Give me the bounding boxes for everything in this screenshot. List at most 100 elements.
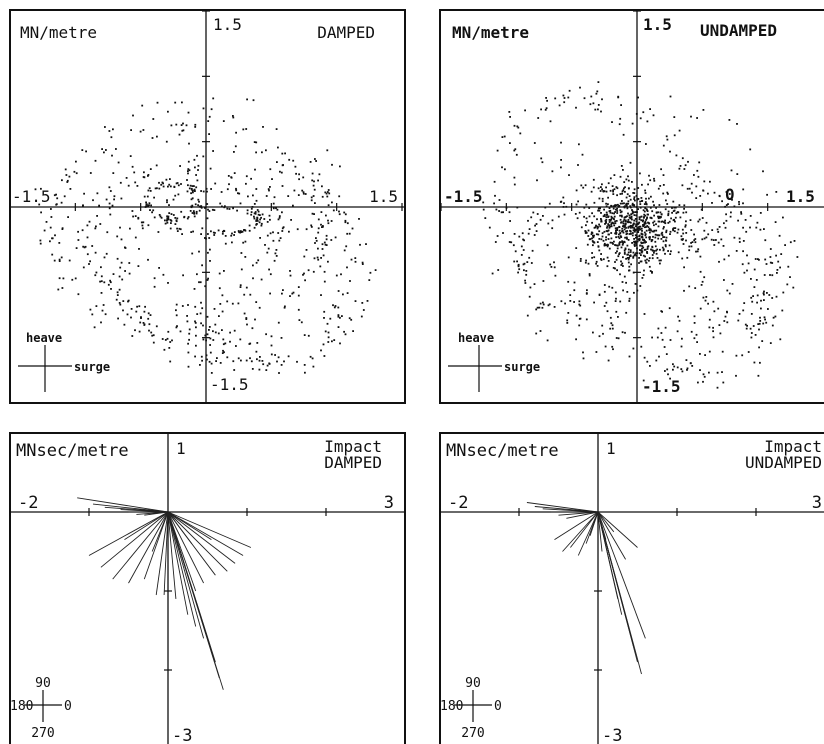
scatter-point [727, 203, 729, 205]
scatter-point [764, 258, 767, 261]
scatter-point [303, 272, 305, 275]
scatter-point [766, 292, 768, 294]
scatter-point [509, 116, 511, 118]
scatter-point [138, 248, 140, 250]
scatter-point [624, 186, 626, 189]
scatter-point [723, 279, 725, 281]
legend-surge-label: surge [74, 360, 110, 374]
scatter-point [320, 223, 322, 226]
scatter-point [586, 289, 588, 292]
scatter-point [207, 208, 209, 211]
scatter-point [526, 314, 529, 317]
scatter-point [618, 253, 620, 256]
scatter-point [611, 185, 614, 187]
scatter-point [618, 205, 620, 207]
x-min-label: -1.5 [12, 187, 51, 206]
scatter-point [758, 258, 760, 261]
scatter-point [611, 345, 614, 348]
scatter-point [615, 310, 618, 313]
scatter-point [66, 181, 69, 183]
scatter-point [646, 251, 648, 253]
scatter-point [627, 251, 630, 254]
scatter-point [187, 111, 190, 114]
scatter-point [146, 195, 149, 198]
scatter-point [223, 230, 226, 232]
scatter-point [337, 326, 340, 328]
impact-ray [167, 511, 189, 615]
impact-ray [143, 511, 169, 580]
scatter-point [224, 235, 227, 237]
scatter-point [715, 239, 717, 241]
scatter-point [61, 179, 63, 182]
scatter-point [701, 217, 704, 219]
scatter-point [136, 185, 139, 187]
scatter-point [649, 108, 651, 110]
scatter-point [245, 318, 248, 320]
scatter-point [750, 332, 753, 334]
scatter-point [292, 159, 295, 162]
scatter-point [105, 252, 108, 255]
scatter-point [135, 310, 138, 313]
scatter-point [666, 203, 669, 205]
scatter-point [92, 199, 94, 202]
scatter-point [612, 348, 614, 351]
scatter-point [202, 155, 205, 158]
scatter-point [605, 205, 608, 208]
scatter-point [261, 213, 264, 216]
scatter-point [644, 192, 647, 194]
scatter-point [234, 145, 237, 148]
scatter-point [660, 216, 662, 218]
scatter-point [642, 379, 645, 382]
scatter-point [266, 364, 269, 367]
scatter-point [566, 322, 569, 324]
scatter-point [615, 204, 618, 207]
scatter-point [205, 339, 207, 342]
scatter-point [677, 228, 680, 231]
scatter-point [609, 211, 612, 214]
scatter-point [40, 187, 42, 190]
scatter-point [317, 258, 320, 261]
scatter-point [645, 236, 648, 239]
scatter-point [346, 232, 349, 235]
scatter-point [331, 340, 333, 343]
scatter-point [639, 200, 641, 203]
scatter-point [796, 256, 799, 258]
x-min-label: -1.5 [444, 187, 483, 206]
impact-ray [167, 511, 177, 599]
scatter-point [89, 172, 92, 174]
scatter-point [183, 215, 186, 218]
scatter-point [257, 213, 260, 216]
scatter-point [296, 360, 298, 363]
scatter-point [245, 175, 248, 178]
impact-ray [167, 511, 205, 639]
impact-ray [167, 511, 205, 584]
scatter-point [656, 234, 659, 237]
scatter-point [640, 236, 643, 239]
scatter-point [610, 222, 613, 225]
scatter-point [622, 225, 624, 228]
scatter-point [737, 219, 739, 222]
scatter-point [143, 171, 145, 174]
scatter-point [648, 222, 651, 225]
scatter-point [580, 226, 583, 229]
scatter-point [690, 229, 693, 231]
impact-ray [562, 511, 599, 552]
scatter-point [75, 172, 78, 175]
scatter-point [649, 365, 651, 367]
scatter-point [245, 359, 248, 362]
scatter-point [654, 240, 657, 243]
scatter-point [662, 192, 665, 195]
scatter-point [603, 213, 606, 216]
scatter-point [560, 300, 563, 303]
scatter-point [246, 323, 248, 326]
scatter-point [632, 232, 634, 234]
scatter-point [646, 225, 649, 227]
scatter-point [566, 319, 569, 322]
scatter-point [112, 128, 114, 131]
scatter-point [554, 274, 557, 277]
scatter-point [317, 218, 320, 221]
scatter-point [674, 227, 677, 229]
scatter-point [643, 213, 646, 216]
impact-ray [151, 511, 169, 552]
scatter-point [716, 228, 719, 231]
